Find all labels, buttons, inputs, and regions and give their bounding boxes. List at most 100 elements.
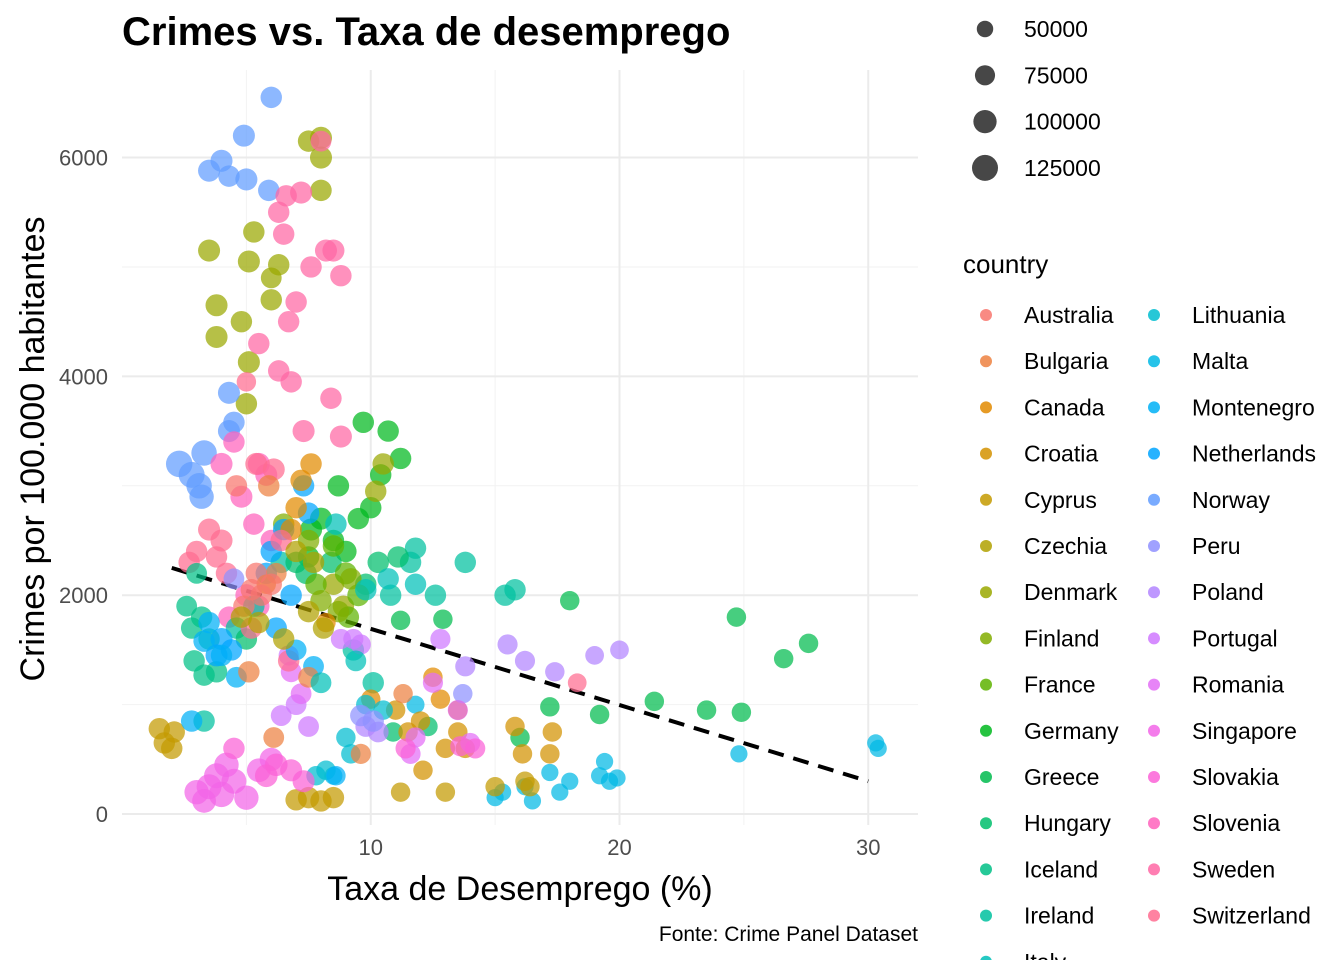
color-legend-key	[980, 632, 992, 645]
data-point	[494, 584, 516, 606]
data-point	[263, 727, 285, 748]
data-point	[326, 766, 346, 786]
data-point	[290, 683, 312, 705]
color-legend-label: Portugal	[1192, 625, 1278, 651]
data-point	[298, 716, 319, 737]
data-point	[270, 529, 292, 552]
size-legend-label: 75000	[1024, 62, 1088, 88]
data-point	[189, 484, 214, 509]
data-point	[186, 562, 208, 584]
color-legend-key	[1148, 401, 1160, 414]
color-legend-key	[1148, 909, 1160, 922]
data-point	[205, 546, 228, 568]
data-point	[245, 562, 268, 585]
color-legend-key	[1148, 771, 1160, 783]
data-point	[260, 573, 282, 595]
color-legend-label: Finland	[1024, 625, 1099, 651]
data-point	[210, 644, 233, 667]
data-point	[608, 769, 626, 787]
color-legend-key	[1148, 586, 1160, 599]
data-point	[540, 697, 560, 717]
x-tick-label: 10	[359, 835, 383, 860]
data-point	[254, 764, 278, 788]
color-legend-key	[1148, 724, 1160, 737]
data-point	[540, 744, 560, 764]
data-point	[240, 579, 263, 601]
color-legend-key	[980, 771, 992, 783]
x-tick-label: 20	[607, 835, 631, 860]
data-point	[322, 239, 345, 262]
data-point	[355, 579, 377, 601]
y-tick-label: 6000	[59, 146, 108, 171]
data-point	[410, 711, 431, 731]
data-point	[367, 551, 389, 574]
data-point	[235, 168, 258, 191]
data-point	[485, 776, 505, 797]
trend-line-layer	[171, 565, 869, 784]
data-point	[435, 782, 456, 802]
data-point	[297, 600, 320, 623]
data-point	[180, 710, 203, 732]
color-legend-key	[980, 493, 992, 506]
data-point	[520, 776, 540, 797]
data-point	[390, 782, 411, 802]
data-point	[696, 700, 717, 720]
data-point	[731, 702, 752, 723]
color-legend-label: Lithuania	[1192, 302, 1286, 328]
data-point	[260, 289, 282, 311]
data-point	[285, 496, 307, 519]
size-legend-key	[974, 65, 996, 86]
data-point	[310, 179, 332, 202]
color-legend-label: Malta	[1192, 348, 1248, 374]
color-legend-label: Slovakia	[1192, 764, 1279, 790]
color-legend-title: country	[963, 249, 1048, 279]
data-point	[589, 704, 610, 725]
data-point	[465, 738, 486, 759]
color-legend-key	[980, 724, 992, 737]
color-legend-key	[980, 863, 992, 876]
color-legend-key	[980, 355, 992, 368]
data-point	[610, 640, 629, 660]
data-point	[430, 628, 451, 650]
data-point	[223, 411, 245, 434]
color-legend-label: Romania	[1192, 672, 1284, 698]
x-axis-title: Taxa de Desemprego (%)	[327, 870, 713, 908]
size-legend-label: 50000	[1024, 16, 1088, 42]
data-point	[248, 611, 270, 634]
data-point	[329, 425, 352, 448]
data-point	[176, 595, 198, 617]
color-legend-label: Singapore	[1192, 718, 1297, 744]
color-legend-label: Cyprus	[1024, 487, 1097, 513]
y-tick-label: 2000	[59, 583, 108, 608]
data-point	[372, 453, 394, 475]
data-point	[270, 705, 292, 726]
color-legend-label: France	[1024, 672, 1096, 698]
data-point	[300, 453, 322, 475]
data-point	[230, 606, 253, 628]
size-legend: 50000 75000 100000 125000	[972, 16, 1101, 181]
data-point	[260, 267, 282, 289]
data-point	[272, 223, 295, 245]
data-point	[542, 722, 563, 742]
data-point	[300, 256, 322, 278]
data-point	[285, 291, 307, 313]
color-legend-key	[1148, 817, 1160, 830]
data-point	[406, 695, 425, 714]
data-point	[238, 661, 260, 683]
color-legend-key	[1148, 355, 1160, 368]
data-point	[310, 672, 332, 694]
y-tick-label: 0	[96, 802, 108, 827]
data-point	[235, 393, 258, 415]
data-point	[433, 609, 453, 630]
data-point	[205, 661, 228, 683]
chart-title: Crimes vs. Taxa de desemprego	[122, 10, 730, 54]
data-point	[585, 646, 604, 665]
size-legend-label: 100000	[1024, 109, 1101, 135]
data-point	[545, 662, 565, 682]
data-point	[234, 785, 259, 810]
data-point	[262, 458, 285, 481]
data-point	[277, 310, 300, 333]
data-point	[322, 786, 345, 809]
data-point	[325, 513, 347, 535]
